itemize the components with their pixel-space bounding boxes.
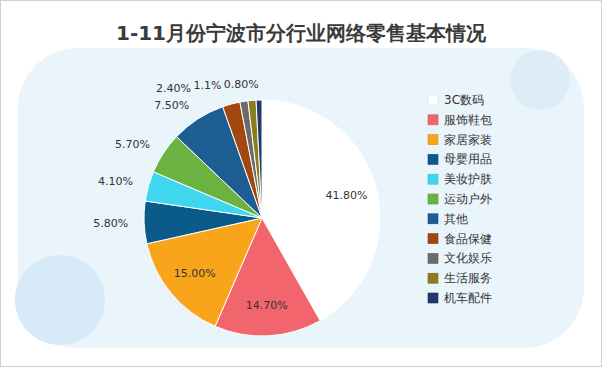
legend-label: 家居家装 [444,133,492,147]
legend-swatch [428,174,438,184]
legend-item: 生活服务 [428,271,492,285]
data-label: 15.00% [174,267,216,280]
data-label: 5.70% [115,138,150,151]
background-blob [510,50,570,110]
background-blob [15,255,105,345]
data-label: 1.1% [194,79,222,92]
legend-item: 美妆护肤 [428,172,492,186]
data-label: 0.80% [224,78,259,91]
legend-swatch [428,154,438,164]
legend-item: 文化娱乐 [428,251,492,265]
legend-swatch [428,95,438,105]
legend-label: 其他 [444,212,468,226]
legend-swatch [428,214,438,224]
legend-label: 食品保健 [444,232,492,246]
legend-label: 母婴用品 [444,152,492,166]
legend-label: 生活服务 [444,271,492,285]
data-label: 2.40% [156,82,191,95]
pie [144,100,380,336]
data-label: 5.80% [93,217,128,230]
data-labels: 41.80% 14.70% 15.00% 5.80% 4.10% 5.70% 7.50% 2.… [93,78,367,312]
legend-label: 运动户外 [444,192,492,206]
title: 1-11月份宁波市分行业网络零售基本情况 [116,21,487,45]
legend-item: 其他 [428,212,468,226]
legend-swatch [428,115,438,125]
pie-slice [256,100,262,218]
legend-label: 3C数码 [444,93,484,107]
legend-item: 服饰鞋包 [428,113,492,127]
pie-slice [240,101,262,218]
legend-item: 3C数码 [428,93,484,107]
pie-slice [248,100,262,218]
legend-item: 食品保健 [428,232,492,246]
legend-swatch [428,253,438,263]
data-label: 4.10% [98,175,133,188]
data-label: 7.50% [154,99,189,112]
data-label: 41.80% [325,189,367,202]
legend-swatch [428,234,438,244]
legend-item: 机车配件 [428,291,492,305]
legend-swatch [428,135,438,145]
legend-label: 美妆护肤 [444,172,492,186]
legend-item: 母婴用品 [428,152,492,166]
data-label: 14.70% [246,299,288,312]
background [1,1,602,367]
legend-item: 家居家装 [428,133,492,147]
legend-swatch [428,293,438,303]
legend-item: 运动户外 [428,192,492,206]
legend-swatch [428,194,438,204]
legend: 3C数码服饰鞋包家居家装母婴用品美妆护肤运动户外其他食品保健文化娱乐生活服务机车… [428,93,492,305]
legend-swatch [428,273,438,283]
legend-label: 服饰鞋包 [444,113,492,127]
legend-label: 文化娱乐 [444,251,492,265]
legend-label: 机车配件 [444,291,492,305]
